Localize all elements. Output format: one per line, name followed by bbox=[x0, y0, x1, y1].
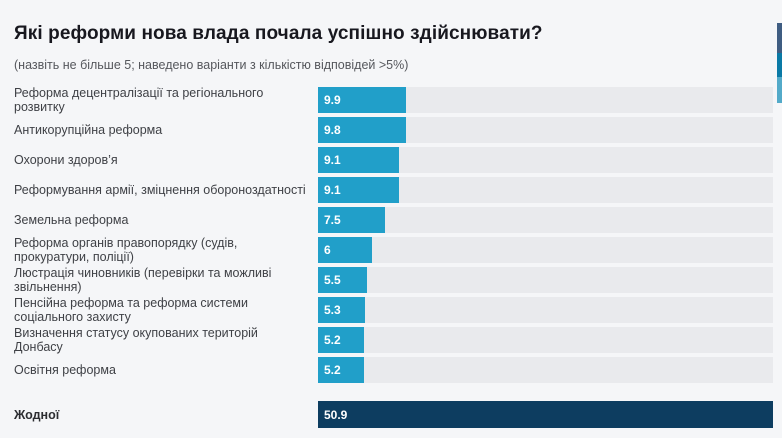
chart-row: Визначення статусу окупованих територій … bbox=[14, 326, 773, 354]
bar: 9.9 bbox=[318, 87, 407, 113]
chart-row: Земельна реформа 7.5 bbox=[14, 207, 773, 233]
category-label: Жодної bbox=[14, 407, 60, 422]
chart-subtitle: (назвіть не більше 5; наведено варіанти … bbox=[14, 58, 409, 72]
bar-value-label: 6 bbox=[324, 243, 331, 257]
bar: 5.5 bbox=[318, 267, 368, 293]
bar-chart: Реформа децентралізації та регіонального… bbox=[14, 86, 773, 428]
chart-row: Охорони здоров’я 9.1 bbox=[14, 147, 773, 173]
chart-title: Які реформи нова влада почала успішно зд… bbox=[14, 23, 543, 44]
category-label: Визначення статусу окупованих територій … bbox=[14, 326, 258, 354]
bar-value-label: 5.3 bbox=[324, 303, 341, 317]
bar-value-label: 5.5 bbox=[324, 273, 341, 287]
chart-row: Реформа органів правопорядку (судів, про… bbox=[14, 236, 773, 264]
bar-value-label: 9.1 bbox=[324, 153, 341, 167]
edge-widget-segment-middle[interactable] bbox=[777, 53, 782, 77]
bar-track: 9.9 bbox=[318, 87, 773, 113]
category-label: Антикорупційна реформа bbox=[14, 123, 163, 137]
page-edge-widget bbox=[777, 0, 782, 438]
bar-track: 50.9 bbox=[318, 401, 773, 428]
bar: 5.2 bbox=[318, 357, 365, 383]
bar: 9.8 bbox=[318, 117, 406, 143]
bar-track: 5.5 bbox=[318, 267, 773, 293]
edge-widget-segment-bottom[interactable] bbox=[777, 77, 782, 103]
bar-value-label: 9.8 bbox=[324, 123, 341, 137]
bar-track: 5.2 bbox=[318, 357, 773, 383]
edge-widget-segment-top[interactable] bbox=[777, 23, 782, 53]
bar-track: 5.3 bbox=[318, 297, 773, 323]
bar: 5.2 bbox=[318, 327, 365, 353]
category-label: Реформа децентралізації та регіонального… bbox=[14, 86, 264, 114]
bar: 6 bbox=[318, 237, 372, 263]
bar-value-label: 5.2 bbox=[324, 363, 341, 377]
bar: 5.3 bbox=[318, 297, 366, 323]
category-label: Реформування армії, зміцнення оборонозда… bbox=[14, 183, 306, 197]
bar-value-label: 50.9 bbox=[324, 407, 348, 422]
chart-row: Реформа децентралізації та регіонального… bbox=[14, 86, 773, 114]
chart-row: Освітня реформа 5.2 bbox=[14, 357, 773, 383]
chart-row: Пенсійна реформа та реформа системи соці… bbox=[14, 296, 773, 324]
bar-value-label: 7.5 bbox=[324, 213, 341, 227]
category-label: Люстрація чиновників (перевірки та можли… bbox=[14, 266, 272, 294]
category-label: Пенсійна реформа та реформа системи соці… bbox=[14, 296, 249, 324]
chart-row: Люстрація чиновників (перевірки та можли… bbox=[14, 266, 773, 294]
bar: 7.5 bbox=[318, 207, 386, 233]
bar-value-label: 9.1 bbox=[324, 183, 341, 197]
bar-track: 5.2 bbox=[318, 327, 773, 353]
bar: 50.9 bbox=[318, 401, 773, 428]
chart-row: Жодної 50.9 bbox=[14, 401, 773, 428]
bar-track: 7.5 bbox=[318, 207, 773, 233]
category-label: Реформа органів правопорядку (судів, про… bbox=[14, 236, 238, 264]
chart-row: Реформування армії, зміцнення оборонозда… bbox=[14, 177, 773, 203]
category-label: Охорони здоров’я bbox=[14, 153, 118, 167]
category-label: Земельна реформа bbox=[14, 213, 129, 227]
bar: 9.1 bbox=[318, 177, 400, 203]
bar-value-label: 9.9 bbox=[324, 93, 341, 107]
bar-track: 6 bbox=[318, 237, 773, 263]
bar-track: 9.8 bbox=[318, 117, 773, 143]
bar-track: 9.1 bbox=[318, 177, 773, 203]
chart-row: Антикорупційна реформа 9.8 bbox=[14, 117, 773, 143]
bar-track: 9.1 bbox=[318, 147, 773, 173]
category-label: Освітня реформа bbox=[14, 363, 116, 377]
bar: 9.1 bbox=[318, 147, 400, 173]
bar-value-label: 5.2 bbox=[324, 333, 341, 347]
